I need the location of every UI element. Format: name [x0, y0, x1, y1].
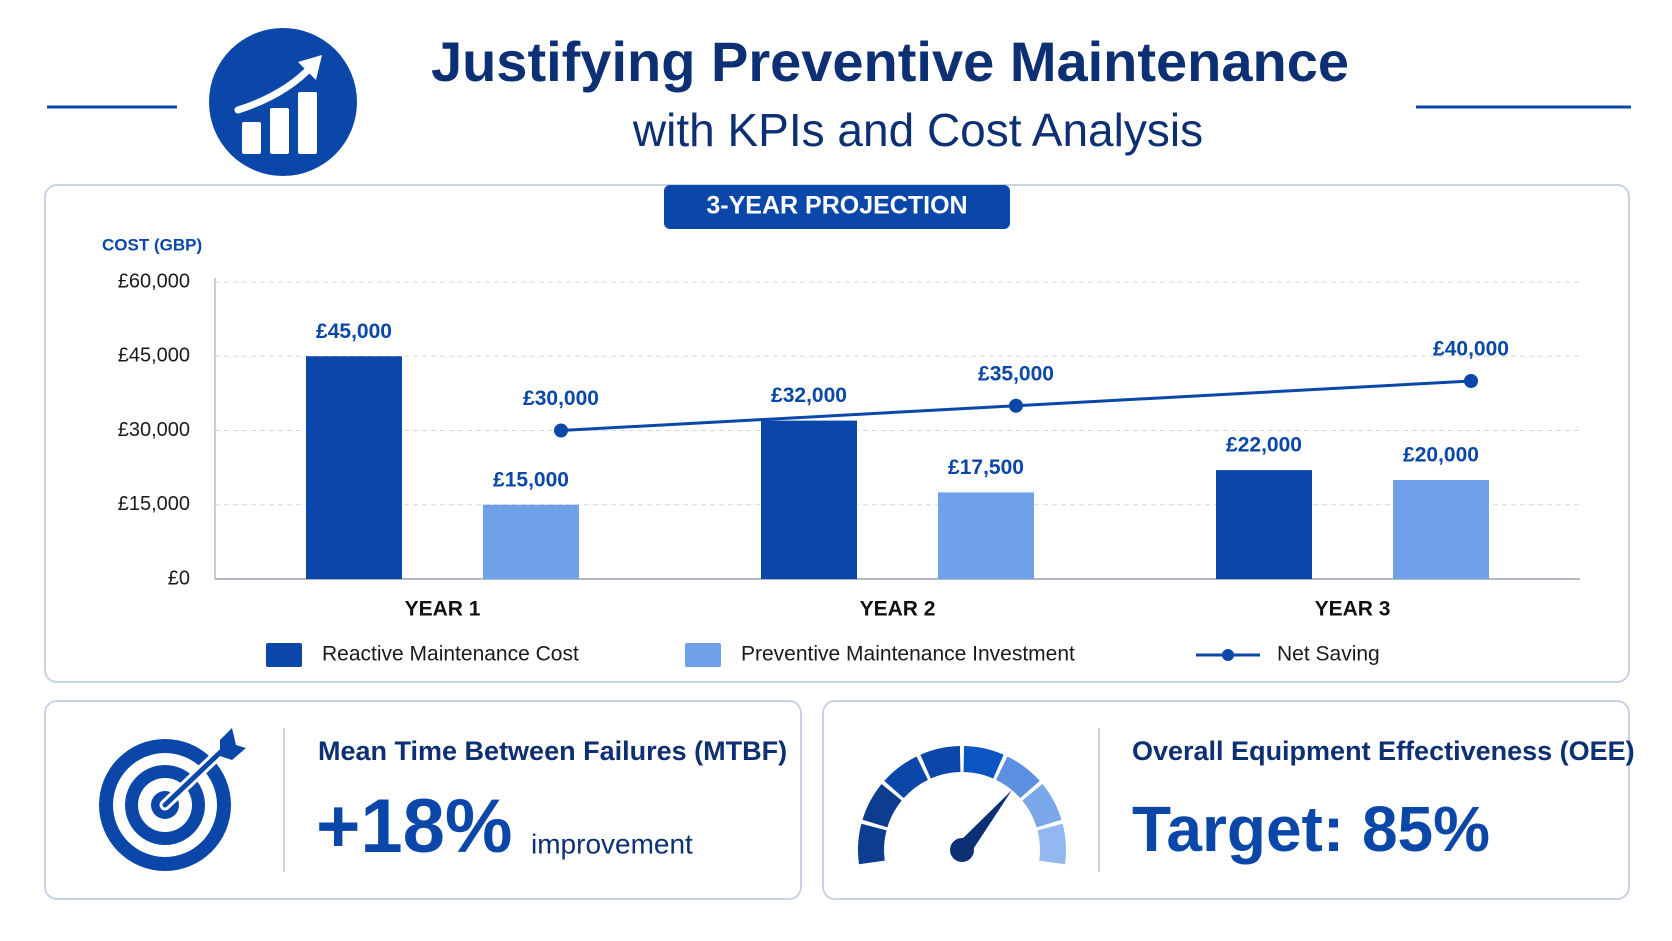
gauge-segment [884, 756, 928, 799]
legend-label: Preventive Maintenance Investment [741, 643, 1075, 666]
y-axis-label: COST (GBP) [102, 235, 202, 254]
badge [664, 185, 1010, 229]
page-subtitle: with KPIs and Cost Analysis [632, 104, 1203, 156]
y-tick-label: £60,000 [118, 270, 190, 292]
gauge-icon [858, 746, 1066, 865]
legend-swatch [685, 643, 721, 667]
header-icon [209, 28, 357, 176]
bar [938, 492, 1034, 579]
y-tick-label: £30,000 [118, 419, 190, 441]
legend-label: Reactive Maintenance Cost [322, 643, 579, 666]
x-tick-label: YEAR 2 [860, 598, 936, 621]
gauge-segment [1022, 784, 1062, 828]
gauge-segment [996, 756, 1040, 799]
y-tick-label: £45,000 [118, 345, 190, 367]
kpi-value: Target: 85% [1132, 793, 1490, 865]
y-tick-label: £15,000 [118, 493, 190, 515]
target-icon [99, 728, 246, 871]
value-label: £32,000 [771, 384, 847, 407]
value-label: £30,000 [523, 387, 599, 410]
kpi-value: +18% [316, 784, 513, 869]
gauge-segment [920, 746, 961, 779]
gauge-hub [950, 838, 974, 862]
gauge-segment [1037, 823, 1066, 865]
bar [306, 356, 402, 579]
x-tick-label: YEAR 1 [405, 598, 481, 621]
gauge-segment [963, 746, 1004, 779]
kpi-card [822, 700, 1630, 900]
bar [1216, 470, 1312, 579]
kpi-title: Mean Time Between Failures (MTBF) [318, 736, 787, 766]
value-label: £40,000 [1433, 338, 1509, 361]
gauge-segment [858, 823, 887, 865]
plot: £0 £15,000 £30,000 £45,000 £60,000 YEAR 1 YEAR… [118, 270, 1580, 667]
y-tick-label: £0 [168, 567, 190, 589]
gauge-needle [955, 790, 1012, 857]
badge-text: 3-YEAR PROJECTION [706, 192, 967, 220]
x-tick-label: YEAR 3 [1315, 598, 1391, 621]
bar [761, 420, 857, 579]
bar [1393, 480, 1489, 579]
bar [483, 504, 579, 579]
line-point [554, 423, 568, 438]
value-label: £45,000 [316, 320, 392, 343]
value-label: £35,000 [978, 362, 1054, 385]
value-label: £22,000 [1226, 434, 1302, 457]
value-label: £15,000 [493, 468, 569, 491]
line-point [1464, 374, 1478, 388]
page-title: Justifying Preventive Maintenance [431, 30, 1349, 93]
gauge-segment [862, 784, 902, 828]
legend-swatch [266, 643, 302, 667]
kpi-title: Overall Equipment Effectiveness (OEE) [1132, 736, 1635, 766]
line-point [1009, 398, 1023, 413]
value-label: £17,500 [948, 456, 1024, 479]
value-label: £20,000 [1403, 444, 1479, 467]
kpi-note: improvement [531, 828, 693, 859]
legend-swatch [1222, 649, 1234, 661]
legend-label: Net Saving [1277, 643, 1380, 666]
